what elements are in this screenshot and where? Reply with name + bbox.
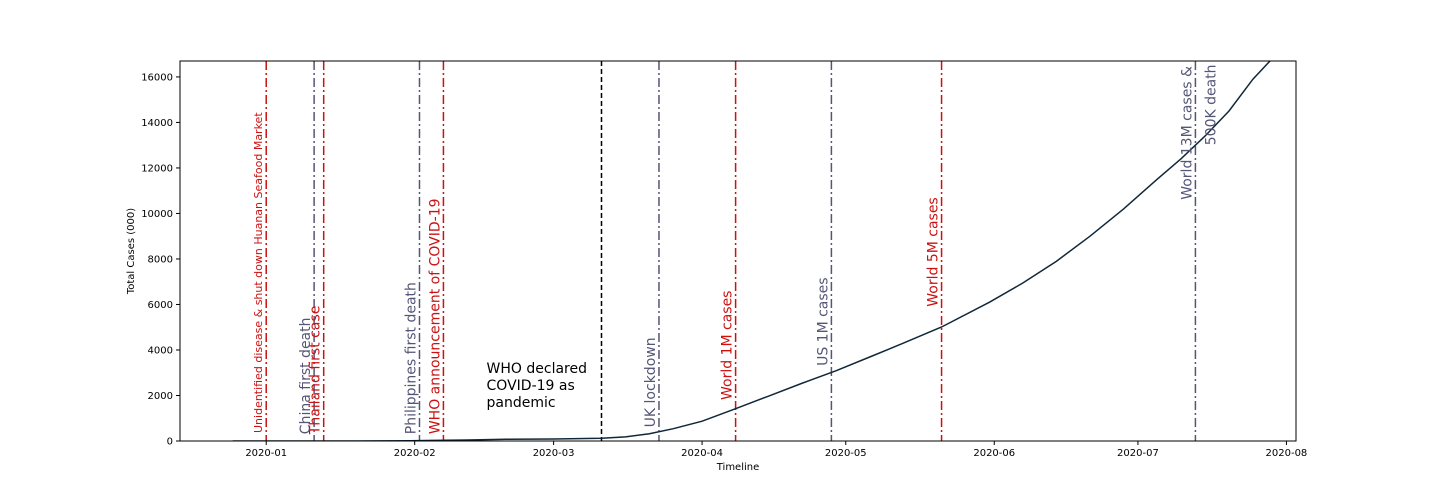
series-line-0 (232, 61, 1271, 441)
x-axis-title: Timeline (716, 462, 760, 473)
event-label-6: UK lockdown (643, 337, 659, 427)
event-label-9: World 5M cases (926, 197, 942, 306)
event-label-3: Philippines first death (403, 282, 419, 434)
event-label-4: WHO announcement of COVID-19 (427, 198, 443, 434)
event-label-11: 500K death (1203, 64, 1219, 145)
x-axis-ticks: 2020-01 2020-02 2020-03 2020-04 2020-05 2020-… (245, 441, 1307, 459)
event-label-2: Thailand first case (308, 306, 324, 436)
y-tick-label: 10000 (141, 209, 173, 220)
event-labels: Unidentified disease & shut down Huanan … (252, 64, 1219, 435)
y-tick-label: 8000 (148, 254, 173, 265)
event-label-10: World 13M cases & (1179, 66, 1195, 200)
x-tick-label: 2020-02 (394, 448, 436, 459)
x-tick-label: 2020-01 (245, 448, 287, 459)
y-tick-label: 6000 (148, 300, 173, 311)
x-tick-label: 2020-06 (973, 448, 1015, 459)
x-tick-label: 2020-03 (533, 448, 575, 459)
series-layer (232, 61, 1271, 441)
y-tick-label: 12000 (141, 163, 173, 174)
y-tick-label: 4000 (148, 345, 173, 356)
y-axis-ticks: 0 2000 4000 6000 8000 10000 12000 14000 16000 (141, 72, 180, 448)
annotations: WHO declared COVID-19 as pandemic (487, 361, 587, 411)
event-lines (265, 61, 1197, 441)
plot-frame (179, 60, 1297, 442)
y-tick-label: 14000 (141, 118, 173, 129)
x-tick-label: 2020-08 (1266, 448, 1308, 459)
x-tick-label: 2020-07 (1117, 448, 1159, 459)
y-axis-title: Total Cases (000) (126, 208, 137, 295)
y-tick-label: 16000 (141, 72, 173, 83)
annotation-0: WHO declared COVID-19 as pandemic (487, 361, 587, 411)
event-label-0: Unidentified disease & shut down Huanan … (252, 112, 265, 433)
event-label-8: US 1M cases (815, 277, 831, 366)
y-tick-label: 2000 (148, 391, 173, 402)
x-tick-label: 2020-05 (825, 448, 867, 459)
y-tick-label: 0 (167, 437, 173, 448)
x-tick-label: 2020-04 (681, 448, 723, 459)
event-label-7: World 1M cases (720, 291, 736, 400)
event-label-1: China first death (298, 317, 314, 434)
